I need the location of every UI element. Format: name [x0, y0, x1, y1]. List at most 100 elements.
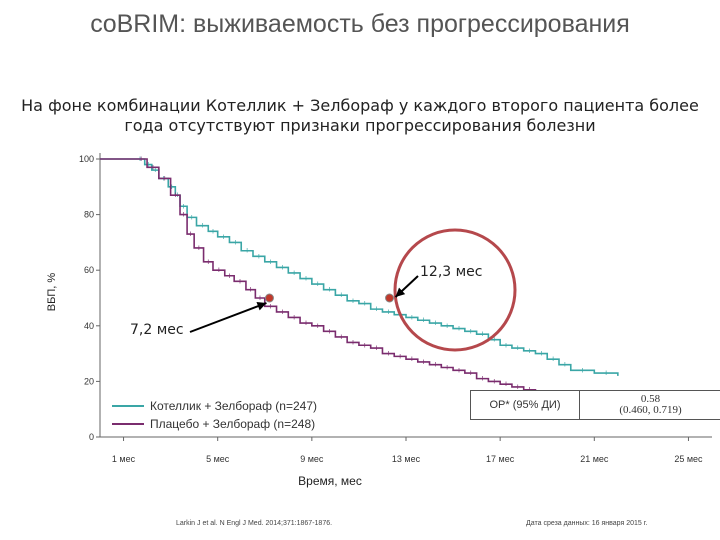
censor-mark: + — [386, 307, 391, 317]
censor-mark: + — [456, 324, 461, 334]
placebo-median-annotation: 7,2 мес — [130, 322, 184, 338]
censor-mark: + — [339, 332, 344, 342]
censor-mark: + — [280, 307, 285, 317]
censor-mark: + — [374, 343, 379, 353]
hazard-ratio-ci: (0.460, 0.719) — [619, 404, 682, 416]
chart-axes: 0 20 40 60 80 100 1 мес 5 мес 9 мес 13 мес 17 мес 2… — [79, 153, 712, 464]
chart-series-layer: + + + + + + + + + + + + + + + + + + + + + + + + + + + + + + + + + + + + + + + +… — [100, 154, 619, 404]
censor-mark: + — [550, 354, 555, 364]
censor-mark: + — [292, 312, 297, 322]
series-line-placebo — [100, 158, 549, 404]
median-marker — [385, 293, 395, 303]
hazard-ratio-box: ОР* (95% ДИ) 0.58 (0.460, 0.719) — [470, 390, 720, 420]
censor-mark: + — [468, 368, 473, 378]
censor-mark: + — [539, 349, 544, 359]
y-tick-label: 20 — [84, 376, 94, 386]
x-tick-label: 25 мес — [674, 454, 703, 464]
censor-mark: + — [256, 251, 261, 261]
censor-mark: + — [162, 173, 167, 183]
legend-swatch-combo — [112, 405, 144, 407]
censor-mark: + — [580, 365, 585, 375]
placebo-median-arrow-head — [256, 301, 267, 311]
censor-mark: + — [150, 162, 155, 172]
combo-median-annotation: 12,3 мес — [420, 264, 483, 280]
footer-data-cutoff: Дата среза данных: 16 января 2015 г. — [526, 520, 648, 527]
x-tick-label: 17 мес — [486, 454, 515, 464]
censor-mark: + — [221, 232, 226, 242]
censor-mark: + — [173, 190, 178, 200]
censor-mark: + — [339, 290, 344, 300]
x-tick-label: 9 мес — [300, 454, 324, 464]
legend-item-combo: Котеллик + Зелбораф (n=247) — [112, 397, 317, 415]
hazard-ratio-value: 0.58 — [640, 393, 661, 405]
hazard-ratio-label: ОР* (95% ДИ) — [471, 391, 580, 419]
legend-label-placebo: Плацебо + Зелбораф (n=248) — [150, 417, 316, 431]
censor-mark: + — [327, 285, 332, 295]
censor-mark: + — [196, 243, 201, 253]
censor-mark: + — [362, 299, 367, 309]
censor-mark: + — [374, 304, 379, 314]
censor-mark: + — [350, 337, 355, 347]
censor-mark: + — [433, 360, 438, 370]
legend-label-combo: Котеллик + Зелбораф (n=247) — [150, 399, 317, 413]
x-tick-label: 1 мес — [112, 454, 136, 464]
censor-mark: + — [303, 318, 308, 328]
censor-mark: + — [480, 329, 485, 339]
censor-mark: + — [350, 296, 355, 306]
censor-mark: + — [303, 274, 308, 284]
censor-mark: + — [362, 340, 367, 350]
censor-mark: + — [515, 343, 520, 353]
censor-mark: + — [527, 385, 532, 395]
legend: Котеллик + Зелбораф (n=247) Плацебо + Зе… — [112, 397, 317, 433]
censor-mark: + — [456, 365, 461, 375]
censor-mark: + — [146, 160, 151, 170]
slide-subtitle: На фоне комбинации Котеллик + Зелбораф у… — [10, 96, 710, 136]
y-axis-label: ВБП, % — [46, 272, 58, 312]
footer-reference: Larkin J et al. N Engl J Med. 2014;371:1… — [176, 520, 333, 527]
censor-mark: + — [445, 363, 450, 373]
censor-mark: + — [409, 354, 414, 364]
censor-mark: + — [468, 326, 473, 336]
censor-mark: + — [409, 312, 414, 322]
censor-mark: + — [515, 382, 520, 392]
censor-mark: + — [397, 351, 402, 361]
censor-mark: + — [200, 221, 205, 231]
censor-mark: + — [503, 379, 508, 389]
censor-mark: + — [386, 349, 391, 359]
censor-mark: + — [244, 246, 249, 256]
censor-mark: + — [181, 201, 186, 211]
legend-item-placebo: Плацебо + Зелбораф (n=248) — [112, 415, 317, 433]
censor-mark: + — [280, 262, 285, 272]
subtitle-line-2: года отсутствуют признаки прогрессирован… — [124, 116, 596, 135]
censor-mark: + — [492, 335, 497, 345]
censor-mark: + — [445, 321, 450, 331]
censor-mark: + — [227, 271, 232, 281]
censor-mark: + — [169, 182, 174, 192]
censor-mark: + — [421, 315, 426, 325]
combo-median-arrow-head — [395, 287, 406, 297]
y-tick-label: 60 — [84, 265, 94, 275]
censor-mark: + — [210, 226, 215, 236]
highlight-circle — [393, 228, 517, 352]
slide-title: coBRIM: выживаемость без прогрессировани… — [90, 10, 630, 38]
censor-mark: + — [268, 301, 273, 311]
x-tick-label: 5 мес — [206, 454, 230, 464]
hazard-ratio-value-cell: 0.58 (0.460, 0.719) — [580, 391, 720, 419]
censor-mark: + — [153, 165, 158, 175]
censor-mark: + — [603, 368, 608, 378]
censor-mark: + — [216, 265, 221, 275]
y-tick-label: 40 — [84, 321, 94, 331]
chart-overlay — [189, 228, 517, 352]
x-tick-label: 21 мес — [580, 454, 609, 464]
censor-mark: + — [268, 257, 273, 267]
subtitle-line-1: На фоне комбинации Котеллик + Зелбораф у… — [21, 96, 699, 115]
censor-mark: + — [527, 346, 532, 356]
y-tick-label: 100 — [79, 154, 94, 164]
censor-mark: + — [188, 229, 193, 239]
placebo-median-arrow — [189, 302, 267, 333]
median-marker — [264, 293, 274, 303]
censor-mark: + — [562, 360, 567, 370]
censor-mark: + — [181, 210, 186, 220]
x-axis-label: Время, мес — [298, 474, 362, 488]
